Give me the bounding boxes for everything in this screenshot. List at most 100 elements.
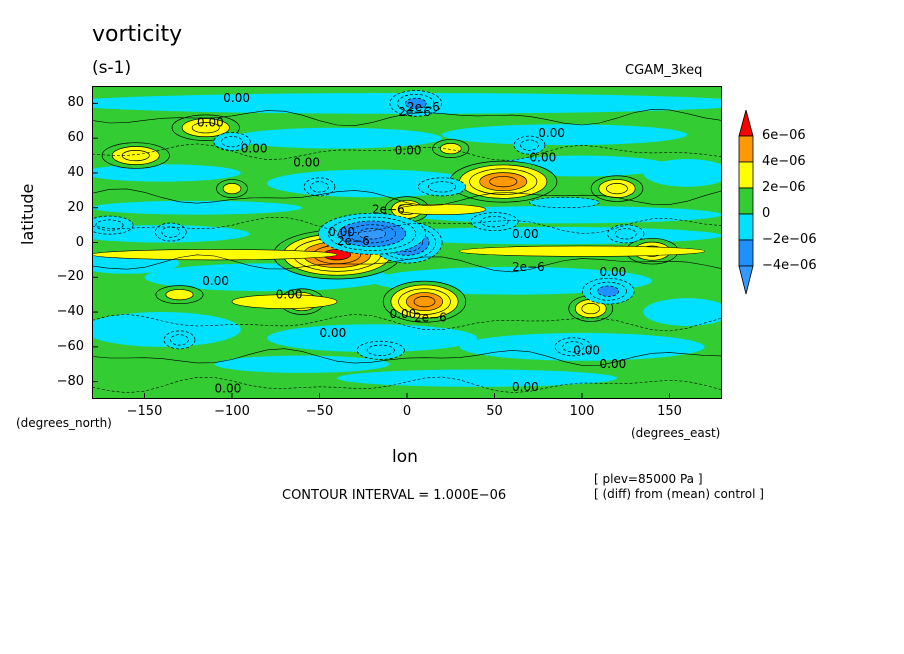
colorbar-cap-bottom <box>738 265 754 295</box>
x-tick-label: −150 <box>126 404 163 419</box>
vorticity-feature <box>163 330 196 350</box>
contour-ring <box>404 97 427 109</box>
contour-line <box>92 108 722 127</box>
contour-label: 0.00 <box>512 227 539 241</box>
contour-ring <box>221 136 243 148</box>
vorticity-feature <box>356 340 405 360</box>
contour-ring <box>161 226 181 238</box>
contour-ring <box>562 341 585 353</box>
contour-label: 2e−6 <box>372 202 405 216</box>
contour-label: 0.00 <box>573 343 600 357</box>
contour-ring <box>489 176 518 188</box>
contour-ring <box>366 344 395 356</box>
vorticity-feature <box>154 222 187 242</box>
y-tick-label: −80 <box>56 373 84 389</box>
zonal-stripe <box>92 249 338 261</box>
vorticity-feature <box>382 280 467 323</box>
negative-band <box>232 127 442 149</box>
plot-units: (s-1) <box>92 58 132 78</box>
contour-label: 2e−6 <box>398 105 431 119</box>
vorticity-feature <box>582 277 635 305</box>
contour-label: 2e−6 <box>407 100 440 114</box>
contour-label: 0.00 <box>293 156 320 170</box>
colorbar-tick-label: 2e−06 <box>762 180 806 195</box>
y-axis-label: latitude <box>18 183 37 245</box>
contour-ring <box>480 216 509 228</box>
negative-band <box>643 298 722 326</box>
vorticity-feature <box>470 212 519 232</box>
contour-label: 0.00 <box>530 150 557 164</box>
contour-label: 0.00 <box>538 126 565 140</box>
difference-note: [ (diff) from (mean) control ] <box>594 487 764 501</box>
vorticity-feature <box>449 160 558 203</box>
contour-line <box>92 143 722 161</box>
negative-band <box>442 124 687 146</box>
y-tick-label: 20 <box>67 199 84 215</box>
colorbar-swatch <box>738 161 754 189</box>
x-tick-label: 150 <box>657 404 682 419</box>
contour-ring <box>191 122 220 134</box>
contour-line <box>92 313 722 332</box>
contour-label: 0.00 <box>512 380 539 394</box>
contour-label: 0.00 <box>215 382 242 396</box>
contour-label: 0.00 <box>600 265 627 279</box>
colorbar-tick-label: −2e−06 <box>762 232 817 247</box>
vorticity-map: 0.002e−62e−60.000.000.000.000.000.002e−6… <box>92 86 722 399</box>
contour-label: 0.00 <box>241 142 268 156</box>
colorbar-tick-label: 6e−06 <box>762 128 806 143</box>
y-tick-label: −40 <box>56 304 84 320</box>
plot-title: vorticity <box>92 22 183 47</box>
y-tick-label: 80 <box>67 95 84 111</box>
contour-label: 0.00 <box>320 326 347 340</box>
contour-ring <box>614 228 637 240</box>
pressure-level-note: [ plev=85000 Pa ] <box>594 472 703 486</box>
negative-band <box>92 164 241 182</box>
vorticity-feature <box>554 337 592 357</box>
contour-label: 0.00 <box>600 357 627 371</box>
run-name: CGAM_3keq <box>625 63 703 78</box>
negative-band <box>267 324 477 353</box>
contour-ring <box>222 183 242 195</box>
contour-ring <box>597 285 620 297</box>
zonal-stripe <box>397 203 487 215</box>
negative-band <box>643 159 722 187</box>
vorticity-feature <box>216 179 248 198</box>
contour-line <box>92 348 722 366</box>
vorticity-feature <box>590 175 644 202</box>
contour-label: 2e−6 <box>414 310 447 324</box>
contour-line <box>92 254 722 273</box>
contour-ring <box>439 143 462 155</box>
vorticity-feature <box>432 139 470 158</box>
colorbar-tick-label: 4e−06 <box>762 154 806 169</box>
colorbar-swatch <box>738 213 754 241</box>
contour-label: 0.00 <box>202 274 229 288</box>
contour-line <box>92 376 722 394</box>
vorticity-feature <box>213 132 251 152</box>
y-tick-label: 40 <box>67 164 84 180</box>
contour-ring <box>310 181 329 193</box>
vorticity-feature <box>389 90 443 117</box>
colorbar <box>738 110 754 295</box>
colorbar-cap-top <box>738 110 754 137</box>
vorticity-feature <box>607 224 645 244</box>
contour-ring <box>170 334 189 346</box>
vorticity-feature <box>513 135 546 155</box>
vorticity-feature <box>303 177 336 197</box>
contour-label: 0.00 <box>223 91 250 105</box>
contour-ring <box>520 139 539 151</box>
negative-band <box>337 369 617 387</box>
negative-band <box>92 312 241 347</box>
contour-label: 0.00 <box>328 225 355 239</box>
contour-line <box>92 216 722 234</box>
colorbar-swatch <box>738 135 754 163</box>
contour-ring <box>581 303 601 315</box>
colorbar-swatch <box>738 239 754 267</box>
contour-ring <box>413 296 436 308</box>
zonal-stripe <box>459 245 705 257</box>
x-tick-label: −100 <box>214 404 250 419</box>
colorbar-tick-label: −4e−06 <box>762 258 817 273</box>
vorticity-feature <box>155 285 204 305</box>
contour-ring <box>358 228 387 240</box>
contour-ring <box>428 181 457 193</box>
contour-ring <box>165 289 194 301</box>
